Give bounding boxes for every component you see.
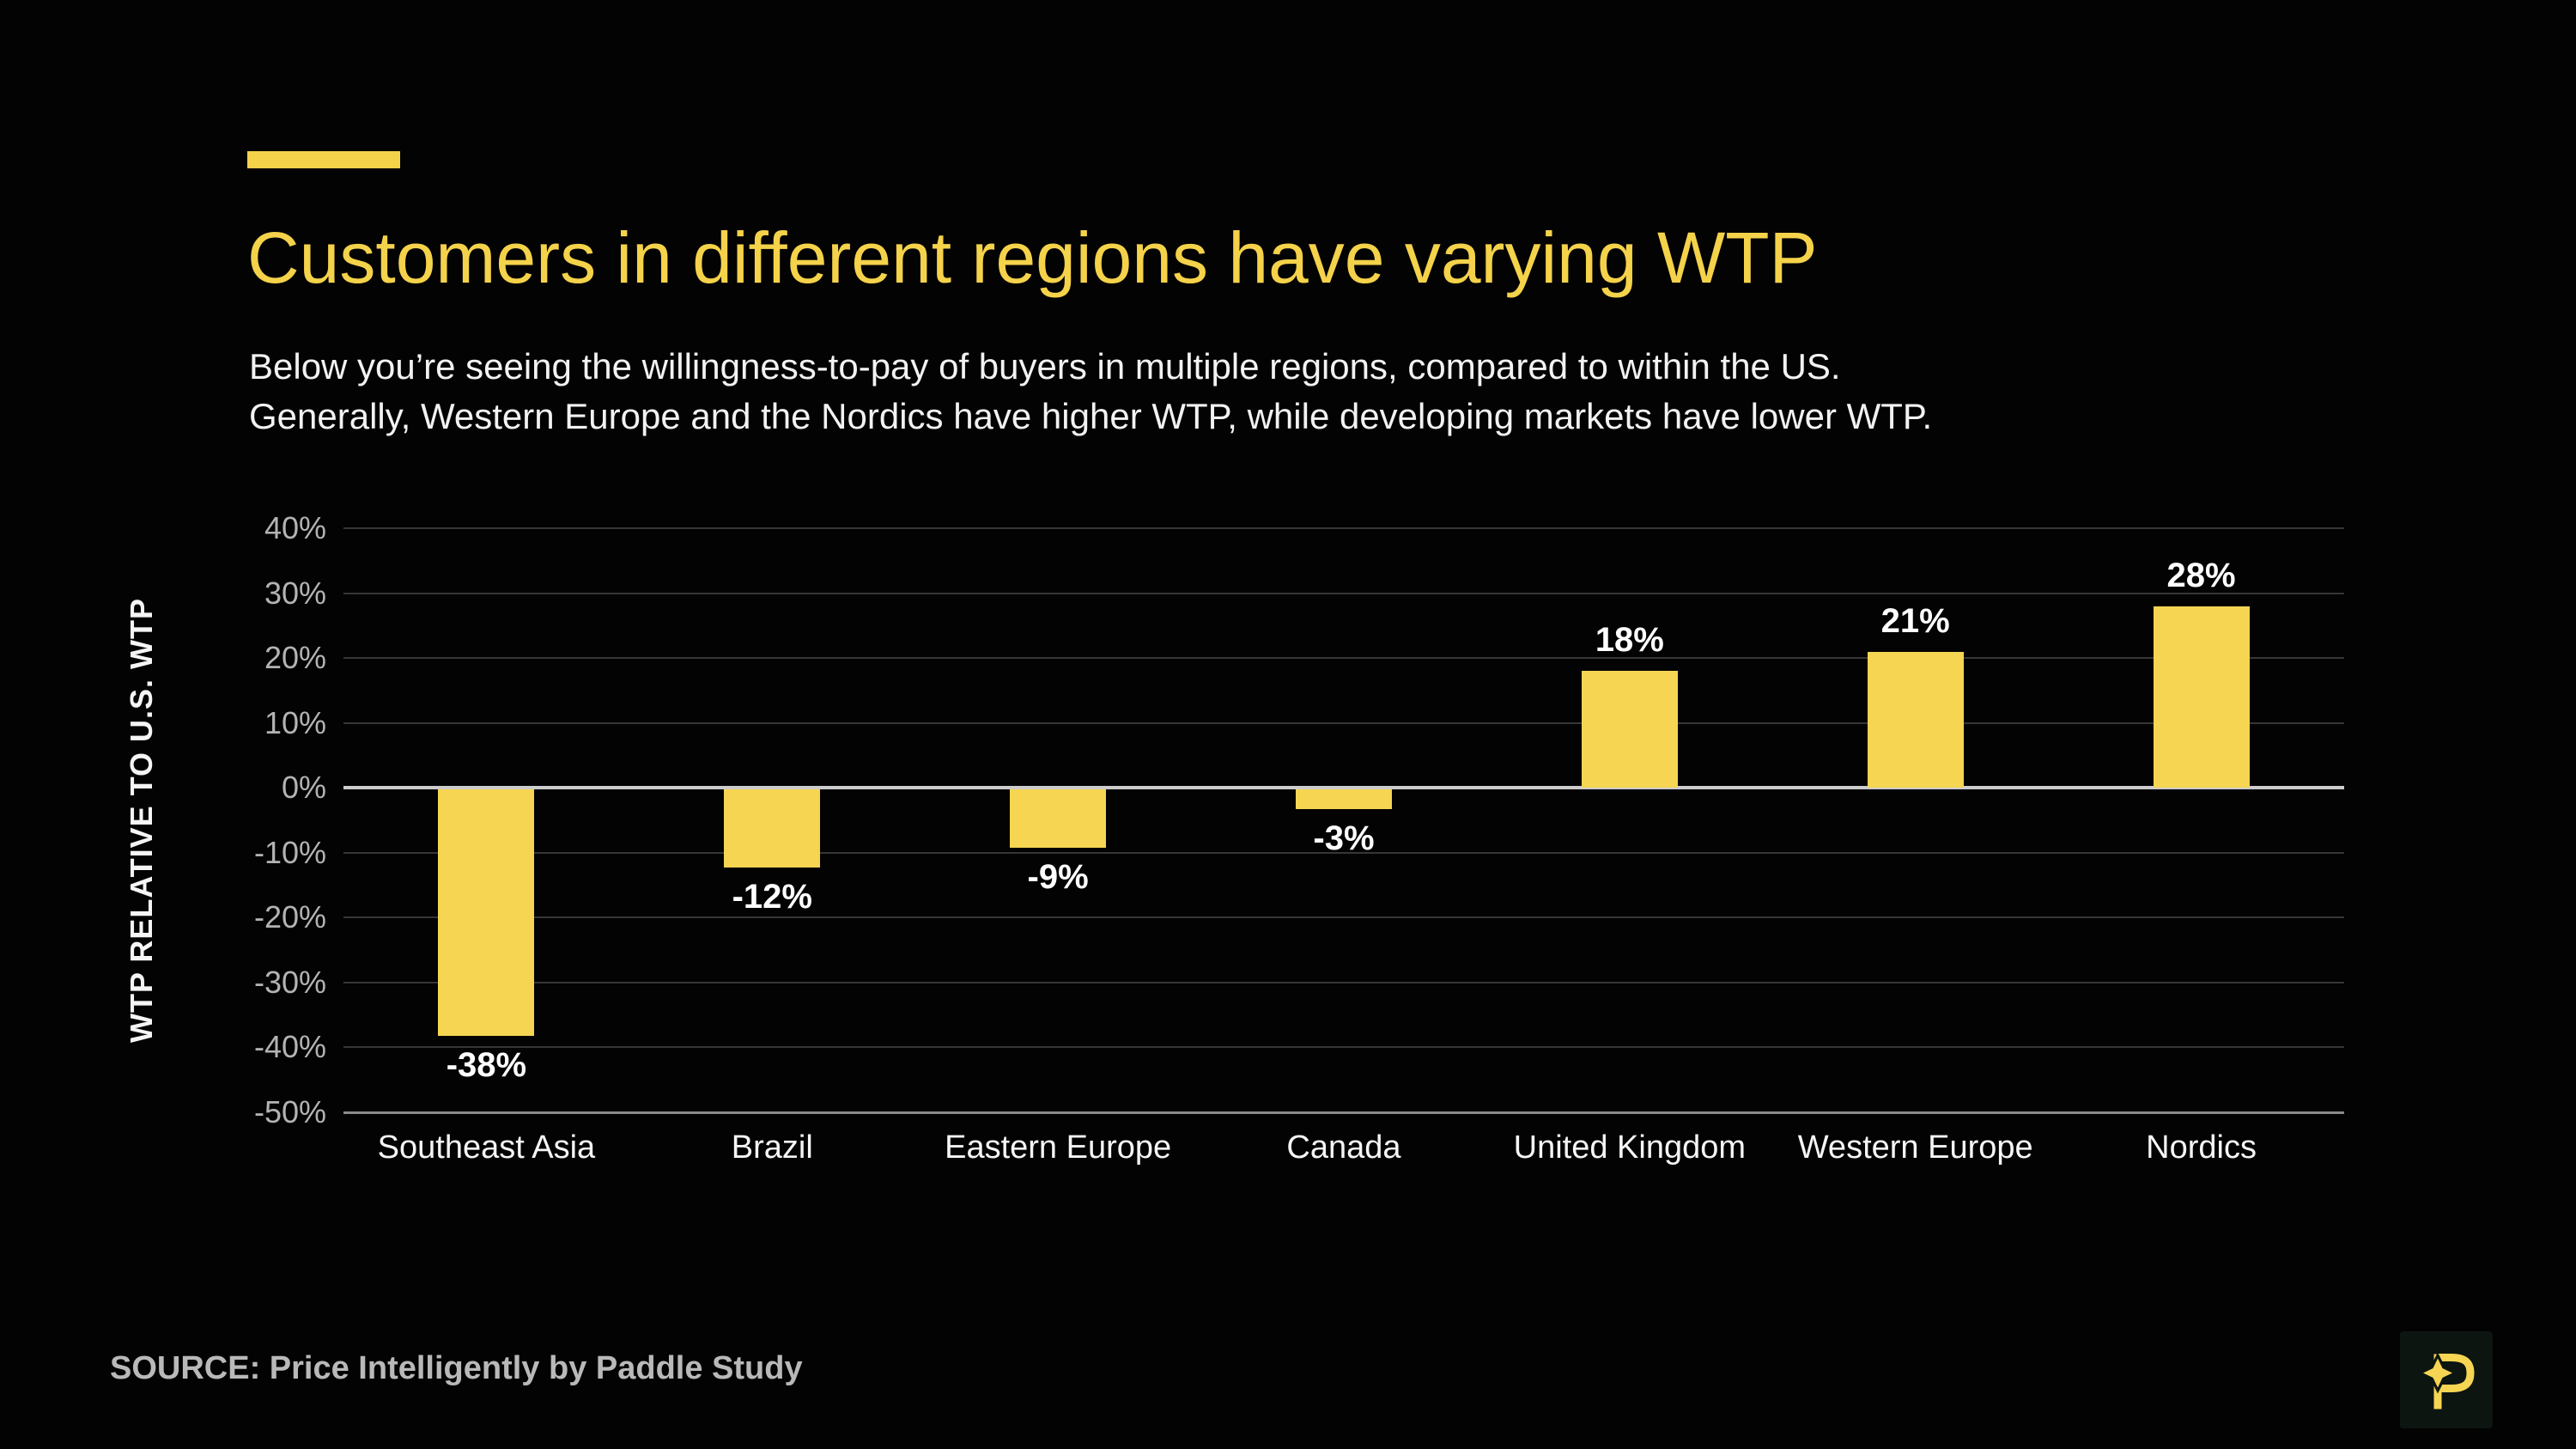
data-label-nordics: 28%	[2166, 556, 2236, 594]
category-label-brazil: Brazil	[731, 1129, 813, 1166]
bar-southeast-asia	[438, 789, 535, 1037]
bar-eastern-europe	[1010, 789, 1107, 849]
y-tick-label--40%: -40%	[253, 1029, 326, 1065]
slide-subtitle: Below you’re seeing the willingness-to-p…	[249, 342, 1932, 441]
paddle-p-icon	[2417, 1352, 2475, 1409]
gridline-40%	[343, 527, 2344, 529]
category-label-western-europe: Western Europe	[1797, 1129, 2033, 1166]
category-label-eastern-europe: Eastern Europe	[945, 1129, 1172, 1166]
data-label-brazil: -12%	[732, 877, 812, 916]
y-tick-label-40%: 40%	[264, 510, 326, 545]
bar-nordics	[2153, 606, 2250, 788]
gridline-10%	[343, 721, 2344, 724]
paddle-logo	[2400, 1331, 2493, 1428]
data-label-canada: -3%	[1313, 819, 1375, 857]
y-tick-label--30%: -30%	[253, 964, 326, 1000]
data-label-united-kingdom: 18%	[1595, 621, 1664, 660]
source-note: SOURCE: Price Intelligently by Paddle St…	[110, 1350, 803, 1386]
accent-dash	[247, 151, 400, 168]
y-tick-label--10%: -10%	[253, 834, 326, 870]
y-tick-label-10%: 10%	[264, 704, 326, 740]
y-tick-label-30%: 30%	[264, 575, 326, 611]
gridline--10%	[343, 851, 2344, 854]
y-axis-tick-labels: 40% 30% 20% 10% 0% -10% -20% -30% -40% -50%	[155, 510, 326, 1129]
y-tick-label--20%: -20%	[253, 899, 326, 935]
category-label-nordics: Nordics	[2146, 1129, 2257, 1166]
subtitle-line-2: Generally, Western Europe and the Nordic…	[249, 396, 1933, 436]
category-label-canada: Canada	[1286, 1129, 1401, 1166]
bar-western-europe	[1867, 651, 1964, 788]
gridline--50%	[343, 1111, 2344, 1114]
zero-baseline	[343, 786, 2344, 790]
category-label-united-kingdom: United Kingdom	[1513, 1129, 1747, 1166]
slide-title: Customers in different regions have vary…	[247, 217, 1818, 298]
bar-united-kingdom	[1581, 671, 1678, 788]
gridline--30%	[343, 981, 2344, 983]
bar-chart-plot-area: -38% -12% -9% -3% 18% 21% 28%	[343, 527, 2344, 1114]
subtitle-line-1: Below you’re seeing the willingness-to-p…	[249, 346, 1841, 387]
gridline-20%	[343, 657, 2344, 660]
data-label-western-europe: 21%	[1880, 601, 1950, 640]
bar-brazil	[724, 789, 821, 868]
data-label-southeast-asia: -38%	[446, 1046, 527, 1085]
data-label-eastern-europe: -9%	[1027, 858, 1089, 897]
y-tick-label-20%: 20%	[264, 640, 326, 676]
y-tick-label-0%: 0%	[281, 770, 326, 806]
gridline--40%	[343, 1046, 2344, 1049]
x-axis-category-labels: Southeast Asia Brazil Eastern Europe Canada…	[343, 1129, 2344, 1181]
y-tick-label--50%: -50%	[253, 1094, 326, 1129]
gridline--20%	[343, 916, 2344, 919]
bar-canada	[1296, 789, 1392, 809]
gridline-30%	[343, 592, 2344, 594]
category-label-southeast-asia: Southeast Asia	[377, 1129, 596, 1166]
